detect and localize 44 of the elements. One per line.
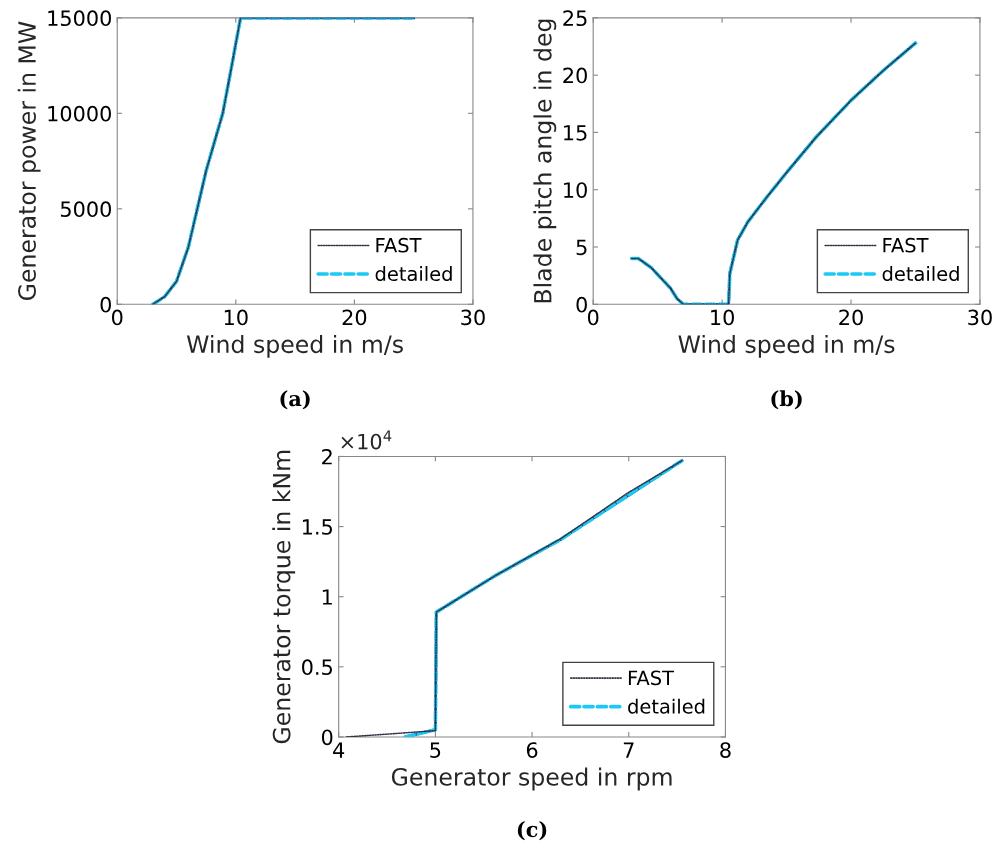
y-axis-title: Generator torque in kNm xyxy=(272,450,296,744)
legend-label: FAST xyxy=(376,237,422,253)
legend-label: FAST xyxy=(628,670,675,686)
x-tick-label: 10 xyxy=(224,309,248,326)
legend-label: detailed xyxy=(628,698,705,714)
y-axis-title: Generator power in MW xyxy=(17,21,41,301)
y-tick-label: 15000 xyxy=(48,10,111,27)
x-tick-label: 4 xyxy=(333,742,345,758)
x-tick-label: 30 xyxy=(968,309,992,326)
y-tick-label: 20 xyxy=(563,67,587,84)
x-axis-title: Wind speed in m/s xyxy=(678,334,895,358)
legend-label: detailed xyxy=(882,266,959,282)
text: (c) xyxy=(517,821,547,841)
x-tick-label: 10 xyxy=(711,309,734,326)
x-axis-title: Wind speed in m/s xyxy=(186,334,403,358)
x-tick-label: 8 xyxy=(720,742,731,758)
text: (a) xyxy=(280,390,310,410)
x-tick-label: 20 xyxy=(342,309,367,326)
y-tick-label: 15 xyxy=(564,125,587,141)
x-tick-label: 7 xyxy=(623,742,634,758)
x-tick-label: 5 xyxy=(430,742,441,758)
y-tick-label: 1.5 xyxy=(302,519,332,535)
y-tick-label: 10 xyxy=(564,182,587,198)
x-tick-label: 20 xyxy=(839,309,863,326)
legend-label: FAST xyxy=(883,237,929,253)
y-tick-label: 0 xyxy=(100,296,111,313)
y-tick-label: 0.5 xyxy=(302,659,332,676)
x-tick-label: 6 xyxy=(526,742,538,758)
x-tick-label: 30 xyxy=(461,309,485,326)
x-tick-label: 0 xyxy=(587,309,599,326)
text: (b) xyxy=(771,390,802,410)
y-tick-label: 10000 xyxy=(48,105,111,122)
y-tick-label: 1 xyxy=(322,589,332,605)
y-tick-label: 5 xyxy=(576,239,587,256)
y-tick-label: 0 xyxy=(576,296,587,313)
legend-label: detailed xyxy=(375,266,452,282)
y-tick-label: 5000 xyxy=(60,201,111,218)
x-tick-label: 0 xyxy=(111,309,123,326)
x-axis-title: Generator speed in rpm xyxy=(391,767,672,791)
text: ×10$^{4}$ xyxy=(341,430,392,450)
y-axis-title: Blade pitch angle in deg xyxy=(533,19,557,303)
y-tick-label: 25 xyxy=(563,10,587,27)
y-tick-label: 2 xyxy=(322,448,332,465)
y-tick-label: 0 xyxy=(321,729,333,746)
